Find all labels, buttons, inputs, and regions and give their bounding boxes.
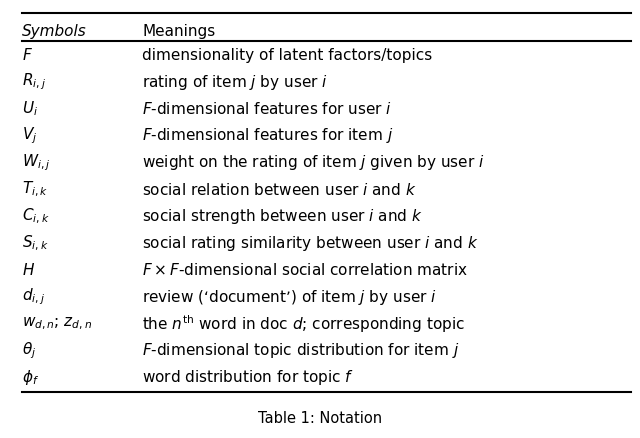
Text: social relation between user $i$ and $k$: social relation between user $i$ and $k$ [142,181,417,197]
Text: social strength between user $i$ and $k$: social strength between user $i$ and $k$ [142,206,423,226]
Text: $C_{i,k}$: $C_{i,k}$ [22,206,49,226]
Text: rating of item $j$ by user $i$: rating of item $j$ by user $i$ [142,72,328,92]
Text: $F$-dimensional topic distribution for item $j$: $F$-dimensional topic distribution for i… [142,341,460,360]
Text: $W_{i,j}$: $W_{i,j}$ [22,152,51,173]
Text: $F$-dimensional features for item $j$: $F$-dimensional features for item $j$ [142,126,394,145]
Text: $H$: $H$ [22,261,35,278]
Text: $F$: $F$ [22,47,33,63]
Text: $S_{i,k}$: $S_{i,k}$ [22,233,49,252]
Text: $d_{i,j}$: $d_{i,j}$ [22,286,45,307]
Text: dimensionality of latent factors/topics: dimensionality of latent factors/topics [142,48,433,63]
Text: $V_j$: $V_j$ [22,125,37,146]
Text: $R_{i,j}$: $R_{i,j}$ [22,72,46,92]
Text: $U_i$: $U_i$ [22,99,38,118]
Text: Symbols: Symbols [22,25,86,39]
Text: $\theta_j$: $\theta_j$ [22,340,36,360]
Text: Table 1: Notation: Table 1: Notation [258,410,382,425]
Text: Meanings: Meanings [142,25,216,39]
Text: the $n^{\mathrm{th}}$ word in doc $d$; corresponding topic: the $n^{\mathrm{th}}$ word in doc $d$; c… [142,312,465,334]
Text: review (‘document’) of item $j$ by user $i$: review (‘document’) of item $j$ by user … [142,287,437,306]
Text: weight on the rating of item $j$ given by user $i$: weight on the rating of item $j$ given b… [142,153,485,172]
Text: $T_{i,k}$: $T_{i,k}$ [22,180,48,199]
Text: word distribution for topic $f$: word distribution for topic $f$ [142,367,355,386]
Text: $\phi_f$: $\phi_f$ [22,367,39,386]
Text: $w_{d,n}$; $z_{d,n}$: $w_{d,n}$; $z_{d,n}$ [22,315,92,332]
Text: $F$-dimensional features for user $i$: $F$-dimensional features for user $i$ [142,101,392,117]
Text: $F \times F$-dimensional social correlation matrix: $F \times F$-dimensional social correlat… [142,261,468,278]
Text: social rating similarity between user $i$ and $k$: social rating similarity between user $i… [142,233,479,252]
